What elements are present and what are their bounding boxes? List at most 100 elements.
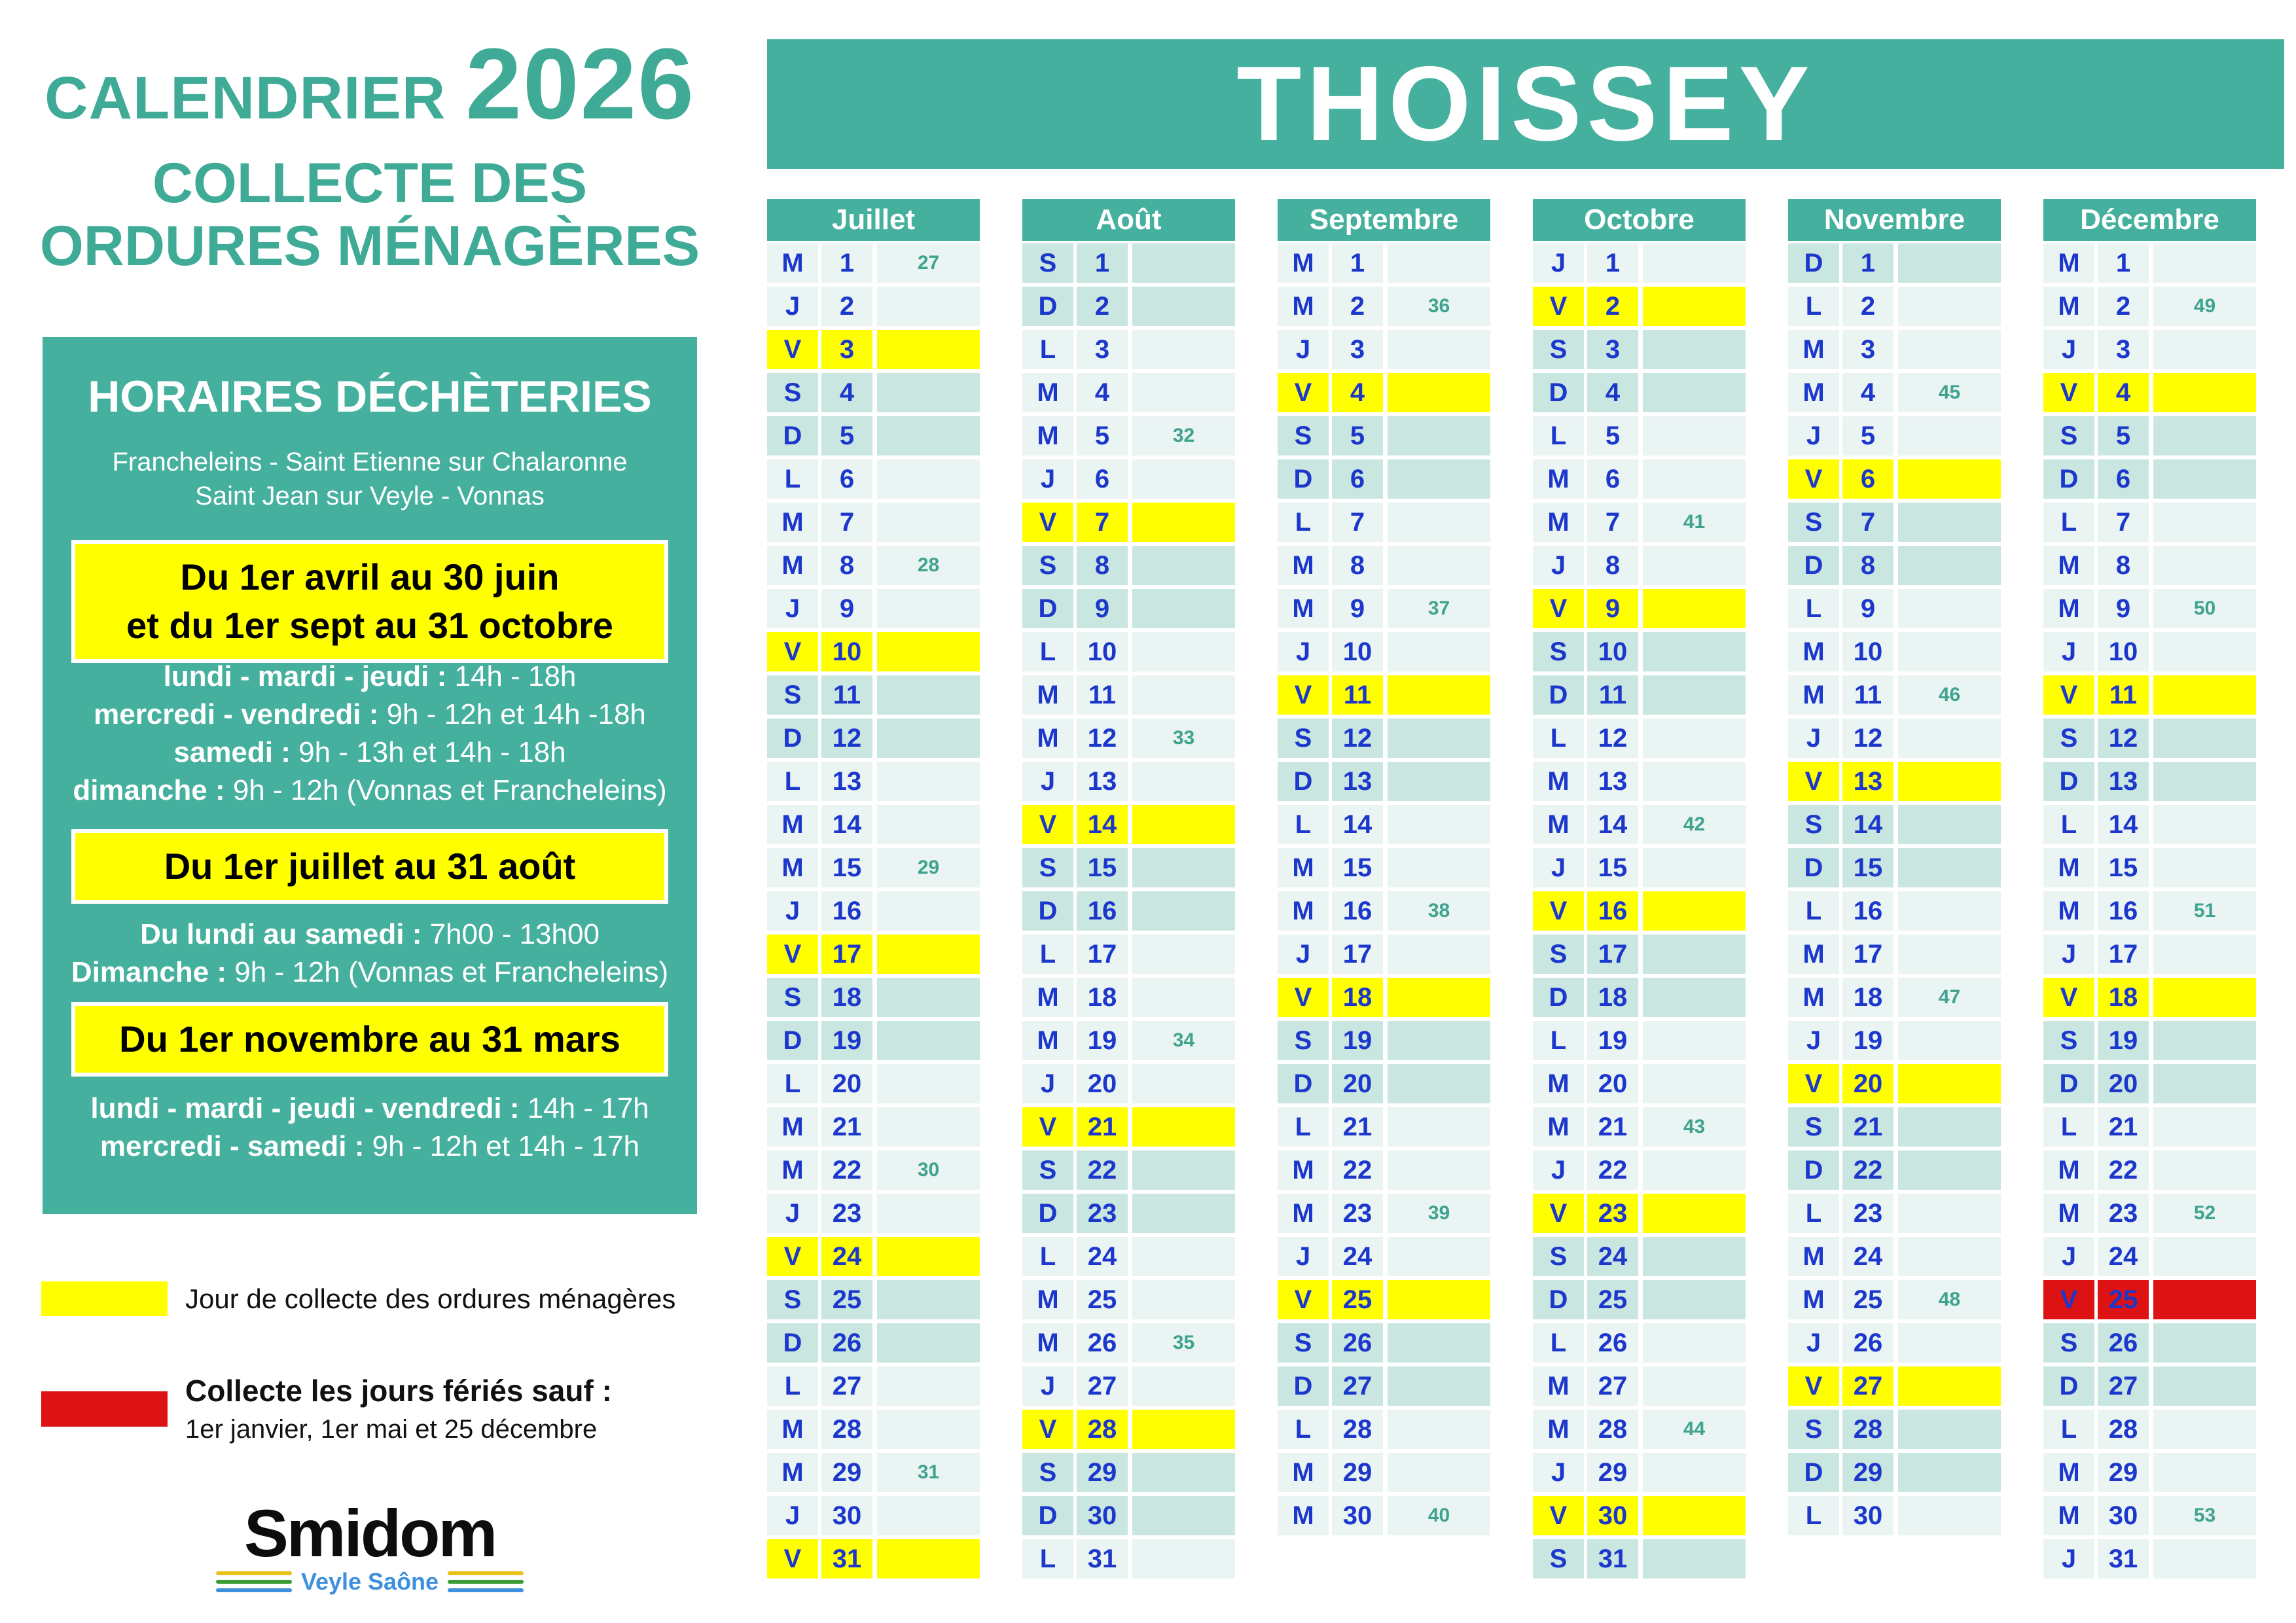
- day-row: D 11: [1533, 675, 1746, 715]
- day-row: D 22: [1788, 1150, 2001, 1190]
- month-column-juillet: Juillet M 1 27 J 2 V 3 S 4 D 5 L 6 M 7 M 8 28 J 9 V 10 S 11 D 12 L 1…: [767, 199, 980, 1582]
- day-letter: V: [1533, 1194, 1584, 1233]
- day-letter: D: [1788, 1150, 1839, 1190]
- day-letter: M: [1022, 719, 1073, 758]
- day-number: 16: [821, 891, 872, 931]
- day-letter: S: [1533, 632, 1584, 671]
- week-number: [877, 1107, 980, 1147]
- week-number: [1898, 503, 2001, 542]
- week-number: [1898, 416, 2001, 455]
- day-letter: J: [1022, 1064, 1073, 1103]
- schedule-spring: lundi - mardi - jeudi : 14h - 18h mercre…: [43, 658, 697, 810]
- week-number: [1643, 978, 1746, 1017]
- day-number: 28: [821, 1410, 872, 1449]
- week-number: [1643, 1021, 1746, 1060]
- day-row: V 11: [2043, 675, 2256, 715]
- day-letter: L: [1788, 891, 1839, 931]
- day-number: 31: [1587, 1539, 1638, 1578]
- week-number: [1388, 1064, 1490, 1103]
- dechetteries-sites: Francheleins - Saint Etienne sur Chalaro…: [43, 445, 697, 513]
- day-number: 10: [1842, 632, 1893, 671]
- day-row: M 21 43: [1533, 1107, 1746, 1147]
- page-title: CALENDRIER 2026: [0, 26, 740, 142]
- day-number: 9: [1332, 589, 1383, 628]
- day-number: 26: [1587, 1323, 1638, 1363]
- day-row: V 23: [1533, 1194, 1746, 1233]
- week-number: [877, 1410, 980, 1449]
- week-number: [1388, 1280, 1490, 1319]
- week-number: [877, 416, 980, 455]
- day-number: 16: [1077, 891, 1128, 931]
- day-row: D 18: [1533, 978, 1746, 1017]
- day-letter: V: [1533, 1496, 1584, 1535]
- day-row: M 21: [767, 1107, 980, 1147]
- week-number: [1388, 1237, 1490, 1276]
- week-number: 50: [2153, 589, 2256, 628]
- day-letter: V: [1278, 1280, 1329, 1319]
- day-number: 18: [2098, 978, 2149, 1017]
- day-number: 30: [821, 1496, 872, 1535]
- day-number: 27: [1587, 1366, 1638, 1406]
- day-row: M 15 29: [767, 848, 980, 887]
- month-column-octobre: Octobre J 1 V 2 S 3 D 4 L 5 M 6 M 7 41 J 8 V 9 S 10 D 11 L 12 M 13 M…: [1533, 199, 1746, 1582]
- day-letter: L: [1788, 1194, 1839, 1233]
- week-number: [1898, 719, 2001, 758]
- day-number: 18: [1842, 978, 1893, 1017]
- day-letter: M: [2043, 1150, 2094, 1190]
- day-number: 11: [2098, 675, 2149, 715]
- day-row: D 30: [1022, 1496, 1235, 1535]
- day-row: M 12 33: [1022, 719, 1235, 758]
- day-letter: S: [767, 978, 818, 1017]
- day-number: 19: [1077, 1021, 1128, 1060]
- day-number: 21: [2098, 1107, 2149, 1147]
- week-number: [1132, 978, 1235, 1017]
- day-number: 4: [1077, 373, 1128, 412]
- day-row: M 11: [1022, 675, 1235, 715]
- day-number: 12: [1077, 719, 1128, 758]
- week-number: 31: [877, 1453, 980, 1492]
- week-number: [1898, 935, 2001, 974]
- day-row: M 18 47: [1788, 978, 2001, 1017]
- day-letter: V: [2043, 1280, 2094, 1319]
- day-number: 14: [1587, 805, 1638, 844]
- day-number: 8: [1842, 546, 1893, 585]
- week-number: [1898, 1237, 2001, 1276]
- day-number: 20: [1077, 1064, 1128, 1103]
- day-row: J 30: [767, 1496, 980, 1535]
- day-letter: M: [1533, 503, 1584, 542]
- banner-line: et du 1er sept au 31 octobre: [126, 604, 613, 646]
- day-letter: J: [767, 287, 818, 326]
- week-number: 44: [1643, 1410, 1746, 1449]
- day-letter: L: [1533, 416, 1584, 455]
- day-row: D 27: [2043, 1366, 2256, 1406]
- day-letter: M: [1278, 1453, 1329, 1492]
- week-number: [1388, 1150, 1490, 1190]
- day-row: M 29: [1278, 1453, 1490, 1492]
- schedule-line: lundi - mardi - jeudi - vendredi : 14h -…: [90, 1092, 649, 1124]
- week-number: [1643, 589, 1746, 628]
- week-number: [2153, 503, 2256, 542]
- banner-line: Du 1er avril au 30 juin: [180, 556, 560, 597]
- week-number: [1132, 675, 1235, 715]
- day-number: 1: [2098, 243, 2149, 283]
- day-row: S 12: [2043, 719, 2256, 758]
- day-row: M 20: [1533, 1064, 1746, 1103]
- day-letter: S: [2043, 1323, 2094, 1363]
- day-number: 23: [1077, 1194, 1128, 1233]
- day-number: 3: [821, 330, 872, 369]
- day-number: 10: [1077, 632, 1128, 671]
- week-number: [1643, 1539, 1746, 1578]
- day-row: D 15: [1788, 848, 2001, 887]
- day-number: 4: [1842, 373, 1893, 412]
- day-number: 8: [2098, 546, 2149, 585]
- day-number: 1: [1587, 243, 1638, 283]
